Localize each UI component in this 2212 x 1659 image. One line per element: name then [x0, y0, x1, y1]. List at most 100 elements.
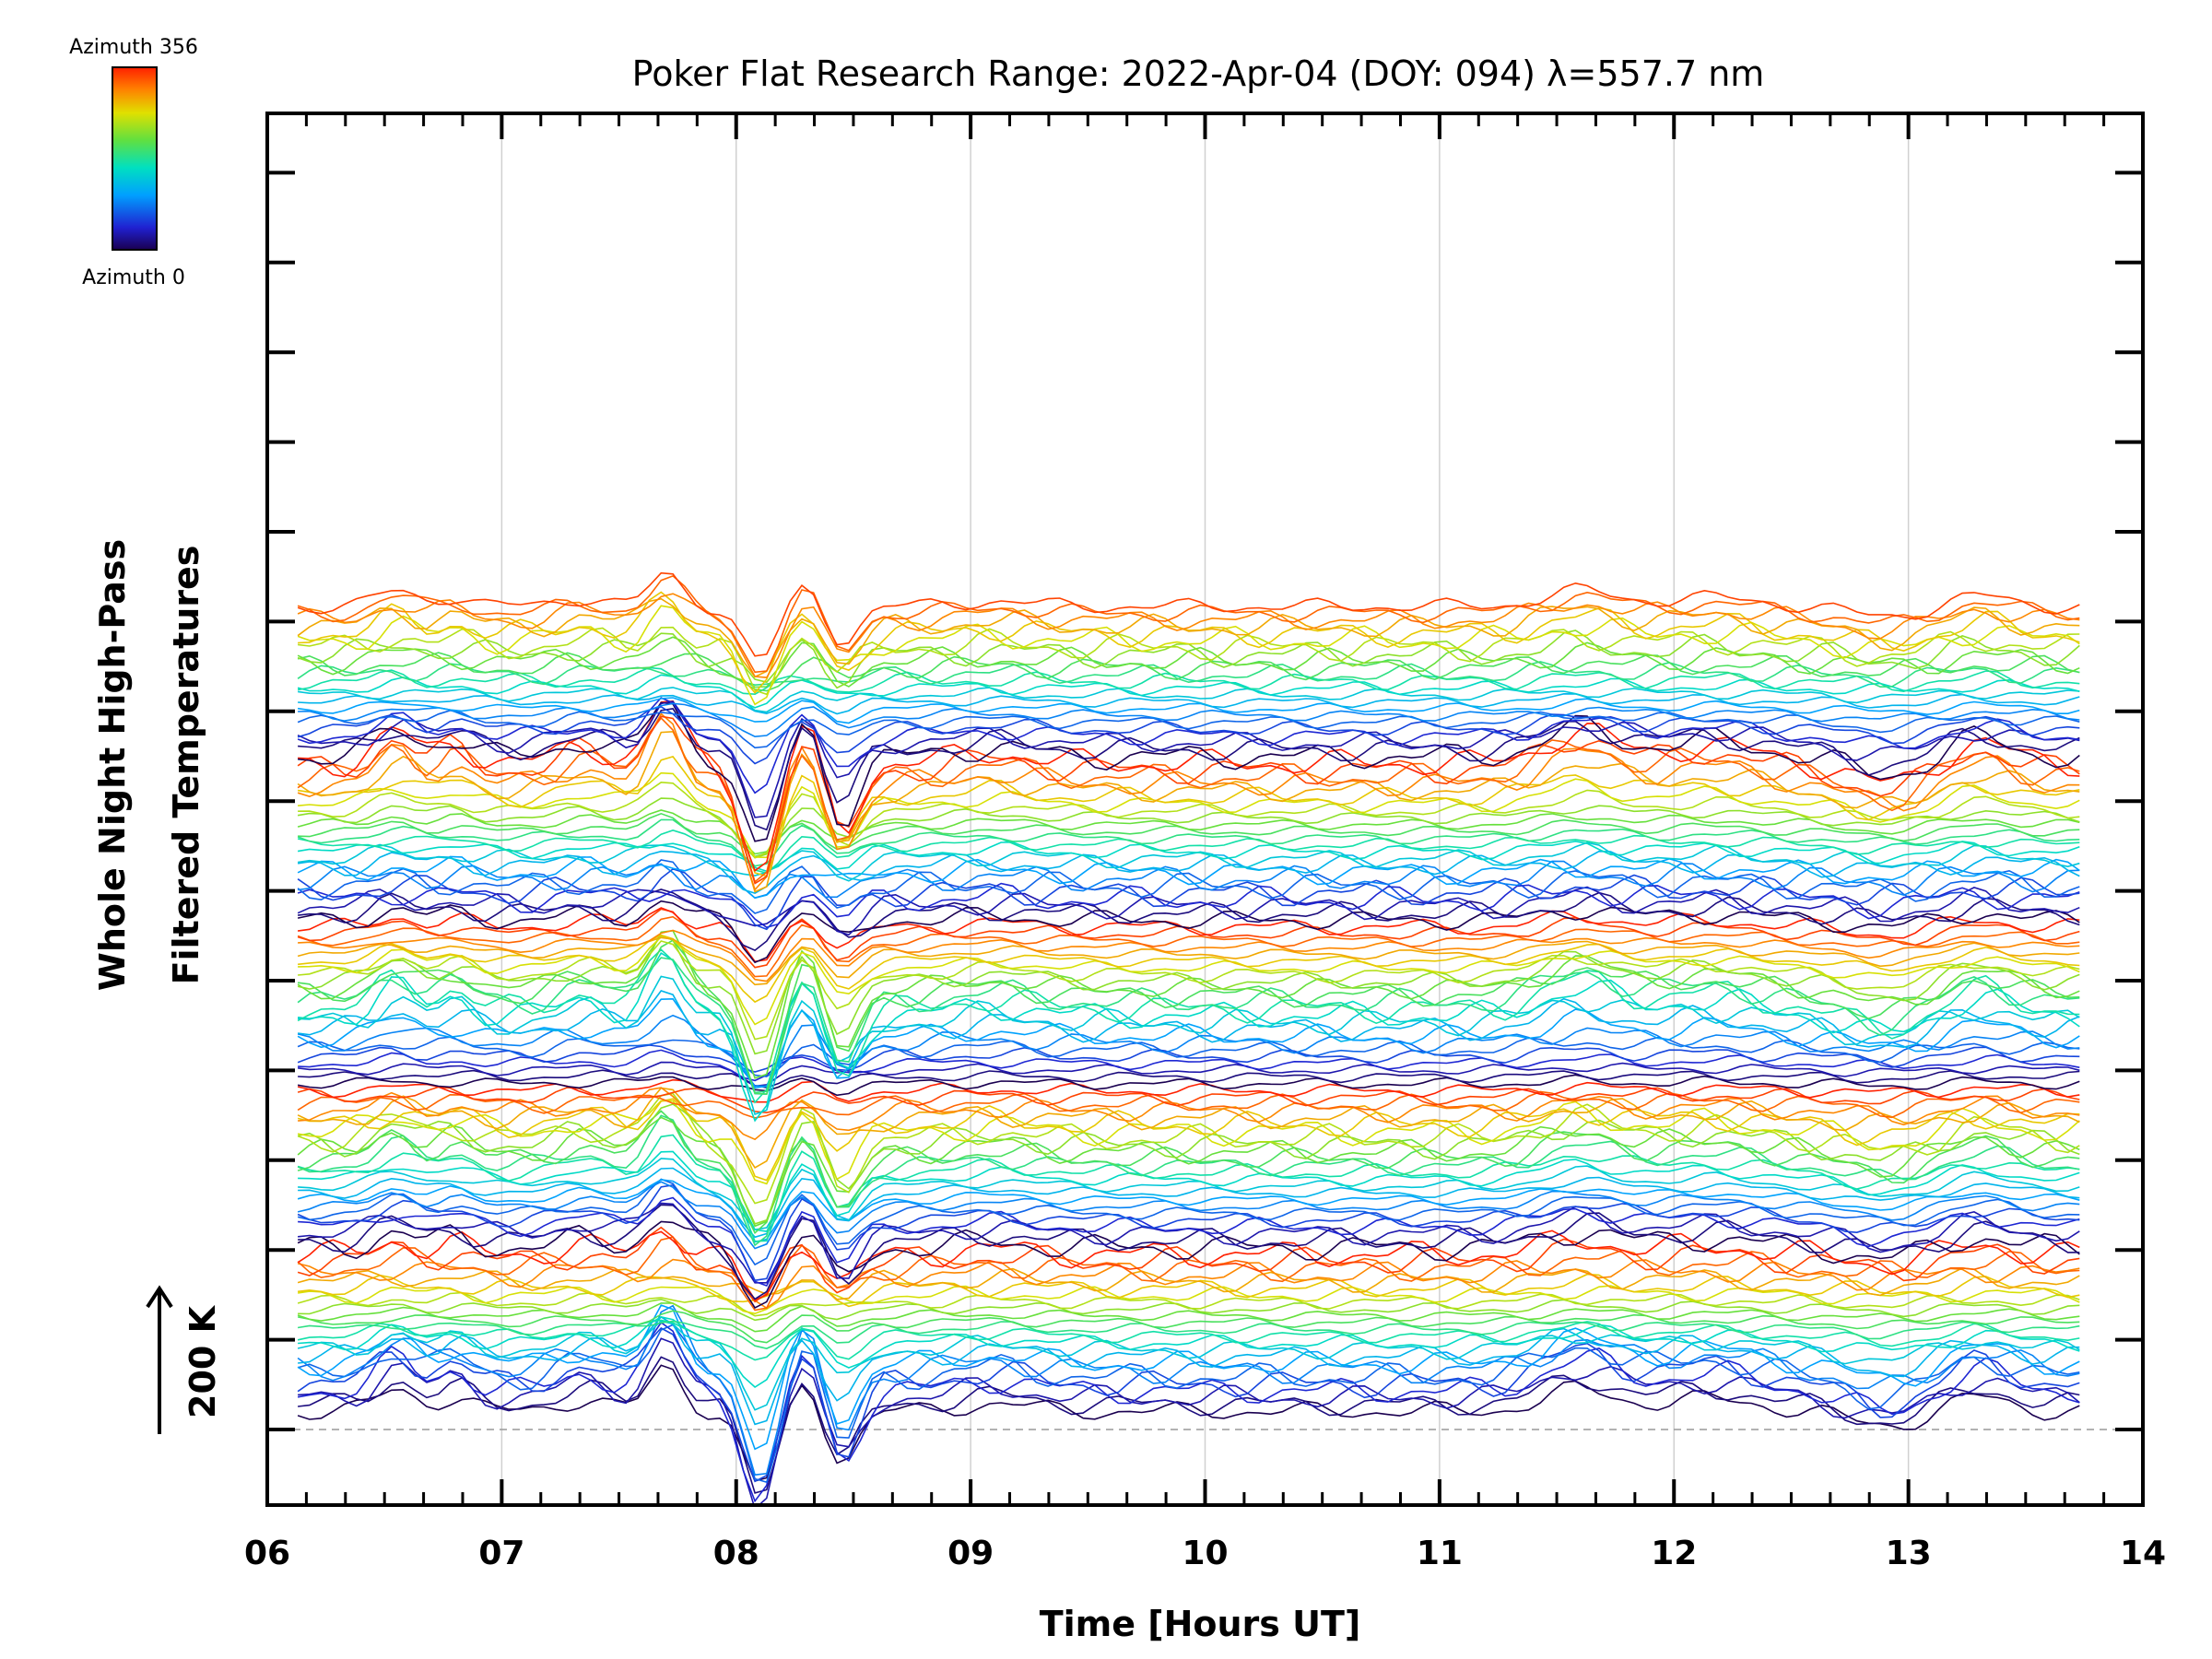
trace-line	[298, 1061, 2080, 1088]
x-tick-label: 12	[1651, 1535, 1697, 1572]
trace-line	[297, 652, 2080, 692]
x-tick-label: 11	[1417, 1535, 1463, 1572]
trace-line	[297, 571, 2080, 657]
trace-line	[297, 574, 2080, 674]
trace-line	[297, 593, 2080, 678]
trace-line	[297, 1114, 2080, 1247]
trace-line	[298, 1158, 2080, 1231]
trace-line	[297, 1304, 2080, 1477]
axis-ticks	[265, 113, 2145, 1505]
trace-line	[298, 708, 2080, 831]
trace-line	[298, 888, 2080, 952]
trace-line	[297, 1078, 2080, 1103]
trace-line	[298, 1049, 2080, 1082]
trace-line	[298, 1167, 2080, 1239]
trace-line	[298, 700, 2080, 872]
trace-line	[297, 1324, 2080, 1484]
trace-line	[297, 1100, 2080, 1185]
trace-line	[298, 701, 2080, 842]
x-tick-label: 09	[947, 1535, 994, 1572]
trace-line	[298, 1204, 2080, 1300]
trace-line	[297, 661, 2080, 688]
trace-line	[297, 666, 2080, 696]
trace-line	[297, 1302, 2080, 1333]
colorbar-bottom-label: Azimuth 0	[82, 266, 185, 289]
trace-line	[298, 591, 2080, 694]
trace-line	[297, 705, 2080, 765]
traces	[297, 571, 2080, 1505]
trace-line	[297, 730, 2080, 893]
trace-line	[297, 907, 2080, 963]
scale-bar: 200 K	[146, 1285, 223, 1434]
x-tick-label: 07	[478, 1535, 524, 1572]
x-tick-labels: 06 07 08 09 10 11 12 13 14	[244, 1535, 2166, 1572]
trace-line	[297, 990, 2080, 1096]
trace-line	[297, 1092, 2080, 1205]
trace-line	[297, 1304, 2080, 1451]
chart-title: Poker Flat Research Range: 2022-Apr-04 (…	[632, 53, 1765, 94]
trace-line	[297, 859, 2080, 914]
trace-line	[298, 771, 2080, 859]
trace-line	[298, 1356, 2080, 1494]
trace-line	[297, 850, 2080, 894]
trace-line	[298, 1316, 2080, 1389]
trace-line	[297, 855, 2080, 900]
x-tick-label: 14	[2120, 1535, 2166, 1572]
colorbar: Azimuth 356 Azimuth 0	[69, 36, 198, 289]
trace-line	[297, 1320, 2080, 1349]
x-tick-label: 13	[1886, 1535, 1932, 1572]
trace-line	[297, 997, 2080, 1089]
trace-line	[297, 860, 2080, 900]
trace-line	[297, 1134, 2080, 1242]
trace-line	[297, 1364, 2080, 1482]
x-tick-label: 06	[244, 1535, 290, 1572]
colorbar-gradient	[112, 66, 158, 251]
trace-line	[297, 687, 2080, 713]
trace-line	[298, 1196, 2080, 1287]
trace-line	[297, 1074, 2080, 1097]
trace-line	[297, 1044, 2080, 1073]
trace-line	[298, 781, 2080, 859]
trace-line	[297, 1181, 2080, 1250]
trace-line	[297, 1220, 2080, 1309]
trace-line	[298, 1069, 2080, 1088]
trace-line	[297, 1090, 2080, 1119]
trace-line	[297, 1226, 2080, 1303]
trace-line	[298, 1273, 2080, 1308]
y-axis-label-line1: Whole Night High-Pass	[92, 539, 133, 991]
trace-line	[298, 929, 2080, 982]
x-axis-label: Time [Hours UT]	[1040, 1604, 1361, 1644]
trace-line	[298, 1087, 2080, 1141]
trace-line	[297, 929, 2080, 1079]
trace-line	[298, 702, 2080, 738]
trace-line	[297, 1103, 2080, 1225]
trace-line	[297, 840, 2080, 873]
trace-line	[297, 1267, 2080, 1300]
trace-line	[297, 841, 2080, 882]
trace-line	[297, 936, 2080, 986]
trace-line	[297, 868, 2080, 931]
trace-line	[297, 1327, 2080, 1483]
trace-line	[297, 697, 2080, 724]
trace-line	[297, 900, 2080, 964]
trace-line	[297, 818, 2080, 867]
trace-line	[297, 597, 2080, 678]
trace-line	[297, 1086, 2080, 1114]
trace-line	[297, 797, 2080, 859]
trace-line	[297, 1116, 2080, 1228]
trace-line	[297, 1321, 2080, 1503]
trace-line	[297, 1110, 2080, 1235]
trace-line	[297, 674, 2080, 709]
trace-line	[298, 692, 2080, 715]
scale-bar-arrow-head	[146, 1285, 173, 1309]
trace-line	[298, 934, 2080, 1004]
trace-line	[297, 697, 2080, 794]
trace-line	[297, 1014, 2080, 1088]
x-tick-label: 08	[713, 1535, 759, 1572]
trace-line	[297, 755, 2080, 877]
colorbar-top-label: Azimuth 356	[69, 36, 198, 59]
trace-line	[297, 605, 2080, 706]
trace-line	[297, 1236, 2080, 1312]
trace-line	[297, 935, 2080, 1055]
